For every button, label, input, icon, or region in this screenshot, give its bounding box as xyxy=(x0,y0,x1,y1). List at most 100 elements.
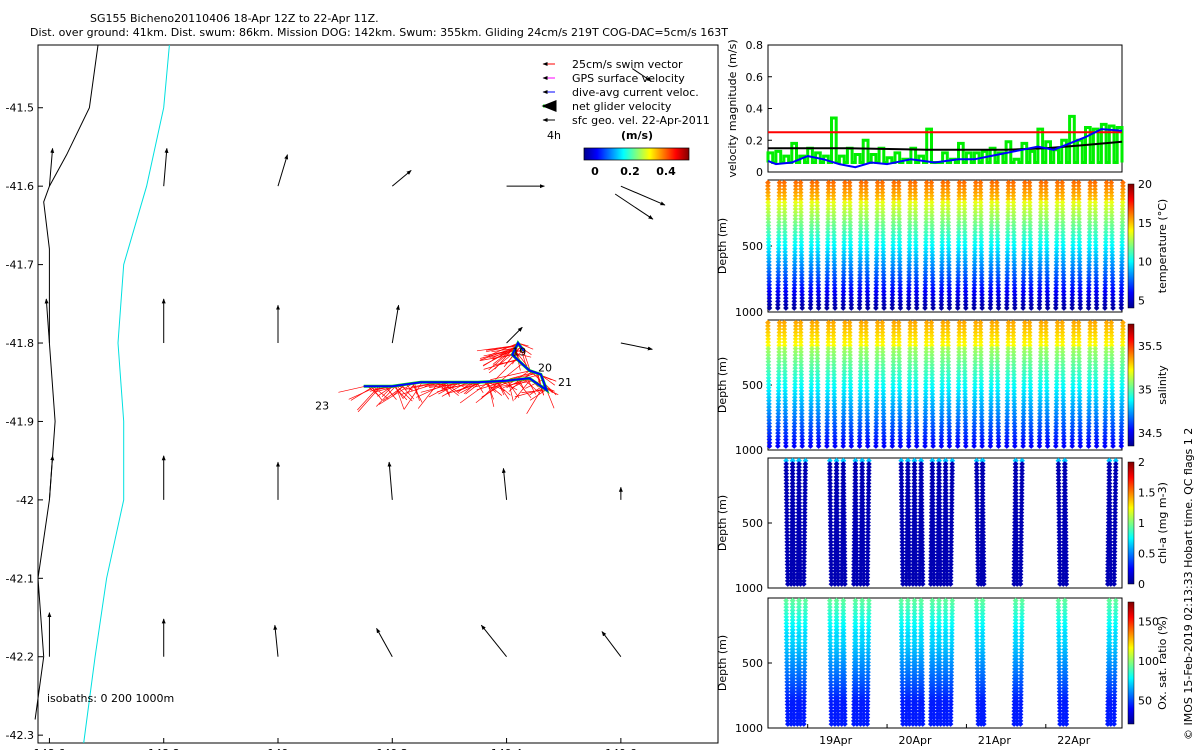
temperature-sample-point xyxy=(798,272,805,278)
temperature-sample-point xyxy=(848,278,854,285)
temperature-dive-profile xyxy=(846,179,855,311)
temperature-sample-point xyxy=(858,202,864,209)
net-velocity-series xyxy=(766,114,1124,164)
temperature-sample-point xyxy=(797,199,804,206)
temperature-sample-point xyxy=(896,216,903,222)
temperature-sample-point xyxy=(775,282,781,288)
temperature-sample-point xyxy=(825,186,832,193)
temperature-sample-point xyxy=(815,272,822,278)
swim-vector xyxy=(483,347,516,366)
temperature-sample-point xyxy=(896,249,903,255)
temperature-sample-point xyxy=(864,268,871,275)
temperature-sample-point xyxy=(906,275,912,282)
temperature-sample-point xyxy=(765,189,771,196)
temperature-sample-point xyxy=(880,262,887,268)
temperature-sample-point xyxy=(797,179,804,186)
map-ytick-label: -41.6 xyxy=(6,180,34,193)
temperature-sample-point xyxy=(792,189,799,196)
swim-vector xyxy=(393,385,408,401)
temperature-sample-point xyxy=(879,196,886,202)
temperature-sample-point xyxy=(906,288,912,295)
temperature-sample-point xyxy=(863,225,870,232)
temperature-sample-point xyxy=(782,272,789,278)
temperature-sample-point xyxy=(815,268,821,275)
temperature-sample-point xyxy=(905,301,912,308)
temperature-sample-point xyxy=(841,219,848,226)
temperature-sample-point xyxy=(890,229,897,235)
temperature-sample-point xyxy=(880,239,886,245)
temperature-sample-point xyxy=(776,186,783,193)
temperature-sample-point xyxy=(864,245,870,252)
temperature-dive-profile xyxy=(856,179,865,311)
temperature-sample-point xyxy=(830,209,837,216)
temperature-dive-profile xyxy=(938,179,946,311)
temperature-sample-point xyxy=(824,291,830,298)
temperature-ytick-label: 1000 xyxy=(735,306,763,319)
temperature-sample-point xyxy=(830,179,837,186)
temperature-sample-point xyxy=(856,288,863,295)
temperature-sample-point xyxy=(913,249,919,255)
temperature-sample-point xyxy=(939,206,946,212)
temperature-sample-point xyxy=(840,305,847,311)
temperature-sample-point xyxy=(890,206,897,212)
temperature-dive-profile xyxy=(824,179,832,311)
temperature-sample-point xyxy=(848,291,854,298)
temperature-sample-point xyxy=(922,262,929,268)
temperature-sample-point xyxy=(857,249,864,255)
temperature-sample-point xyxy=(896,258,903,265)
temperature-sample-point xyxy=(840,268,847,275)
temperature-sample-point xyxy=(874,189,881,196)
temperature-sample-point xyxy=(808,239,815,245)
temperature-dive-profile xyxy=(765,179,773,311)
temperature-sample-point xyxy=(766,262,772,268)
current-arrow xyxy=(376,627,393,657)
temperature-sample-point xyxy=(782,268,789,275)
temperature-sample-point xyxy=(807,291,814,298)
temperature-sample-point xyxy=(863,229,870,235)
swim-vector xyxy=(488,346,517,371)
temperature-sample-point xyxy=(906,219,913,226)
temperature-sample-point xyxy=(846,192,853,199)
temperature-sample-point xyxy=(889,265,896,272)
temperature-sample-point xyxy=(825,229,831,235)
temperature-sample-point xyxy=(831,282,838,288)
temperature-colorbar-tick: 20 xyxy=(1138,178,1152,191)
temperature-sample-point xyxy=(896,212,902,219)
temperature-sample-point xyxy=(791,298,798,305)
temperature-sample-point xyxy=(792,183,799,189)
swim-vector xyxy=(486,381,494,400)
temperature-sample-point xyxy=(798,258,805,265)
temperature-sample-point xyxy=(840,272,847,278)
salinity-ytick-label: 500 xyxy=(742,379,763,392)
temperature-sample-point xyxy=(814,209,821,216)
temperature-sample-point xyxy=(781,199,788,206)
temperature-sample-point xyxy=(897,288,903,295)
temperature-sample-point xyxy=(791,255,798,262)
swim-vector xyxy=(383,384,407,401)
swim-vector xyxy=(348,385,379,400)
temperature-sample-point xyxy=(923,186,930,193)
legend-label: 25cm/s swim vector xyxy=(572,58,683,71)
temperature-sample-point xyxy=(890,252,896,259)
temperature-sample-point xyxy=(792,199,799,206)
temperature-sample-point xyxy=(798,225,805,232)
temperature-sample-point xyxy=(930,298,936,305)
temperature-sample-point xyxy=(815,295,822,301)
temperature-sample-point xyxy=(873,249,880,255)
temperature-sample-point xyxy=(856,295,863,301)
temperature-sample-point xyxy=(840,298,847,305)
temperature-sample-point xyxy=(831,285,838,292)
temperature-sample-point xyxy=(896,219,903,226)
temperature-sample-point xyxy=(793,179,799,186)
swim-vector xyxy=(514,349,524,354)
temperature-sample-point xyxy=(896,225,903,232)
temperature-sample-point xyxy=(765,179,771,186)
temperature-sample-point xyxy=(798,235,805,242)
temperature-sample-point xyxy=(874,196,881,202)
swim-vector xyxy=(441,381,468,397)
temperature-sample-point xyxy=(830,212,837,219)
temperature-sample-point xyxy=(857,262,864,268)
temperature-sample-point xyxy=(912,239,919,245)
temperature-sample-point xyxy=(922,298,928,305)
temperature-sample-point xyxy=(879,189,886,196)
